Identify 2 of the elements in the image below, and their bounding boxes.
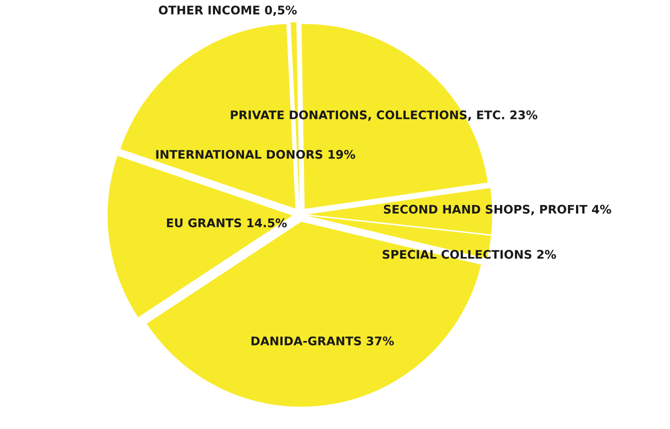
slice-label: OTHER INCOME 0,5% [158, 6, 297, 16]
slice-label: DANIDA-GRANTS 37% [252, 336, 394, 346]
